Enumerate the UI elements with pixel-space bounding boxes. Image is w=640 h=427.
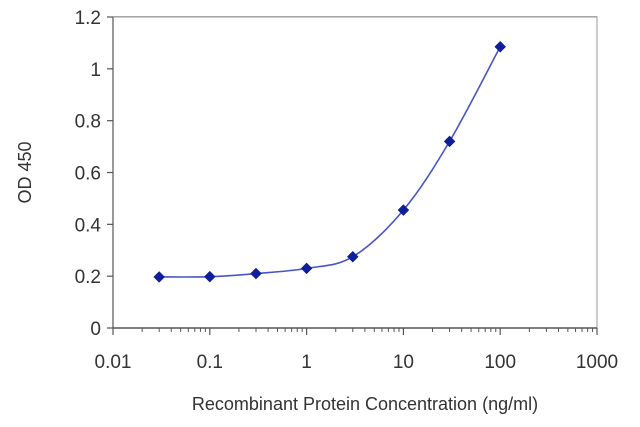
x-axis-title: Recombinant Protein Concentration (ng/ml… [192, 394, 538, 414]
y-tick-label: 0.4 [75, 215, 102, 236]
y-tick-label: 1 [90, 60, 101, 81]
y-tick-label: 0.2 [75, 267, 101, 288]
x-tick-label: 0.1 [197, 352, 223, 373]
plot-area [112, 16, 598, 329]
x-tick-label: 0.01 [95, 352, 132, 373]
x-tick-label: 100 [484, 352, 516, 373]
data-point-marker [250, 267, 262, 280]
x-tick-label: 1000 [576, 352, 618, 373]
y-tick-label: 1.2 [75, 8, 101, 29]
data-point-marker [443, 135, 456, 148]
y-tick-label: 0.6 [75, 164, 101, 185]
data-point-marker [346, 250, 359, 263]
data-point-marker [203, 270, 216, 283]
data-point-marker [397, 204, 410, 216]
data-point-marker [494, 40, 507, 53]
tick-labels: 0 0.2 0.4 0.6 0.8 1 1.2 0.01 0.1 1 10 100 1000 [75, 8, 619, 373]
x-tick-label: 1 [301, 352, 312, 373]
data-point-marker [153, 271, 166, 283]
y-axis-title: OD 450 [15, 141, 35, 203]
data-points [153, 40, 507, 283]
y-tick-label: 0 [90, 319, 101, 340]
data-point-marker [300, 262, 313, 275]
axes [107, 16, 598, 335]
x-tick-label: 10 [393, 352, 414, 373]
y-tick-label: 0.8 [75, 112, 101, 133]
